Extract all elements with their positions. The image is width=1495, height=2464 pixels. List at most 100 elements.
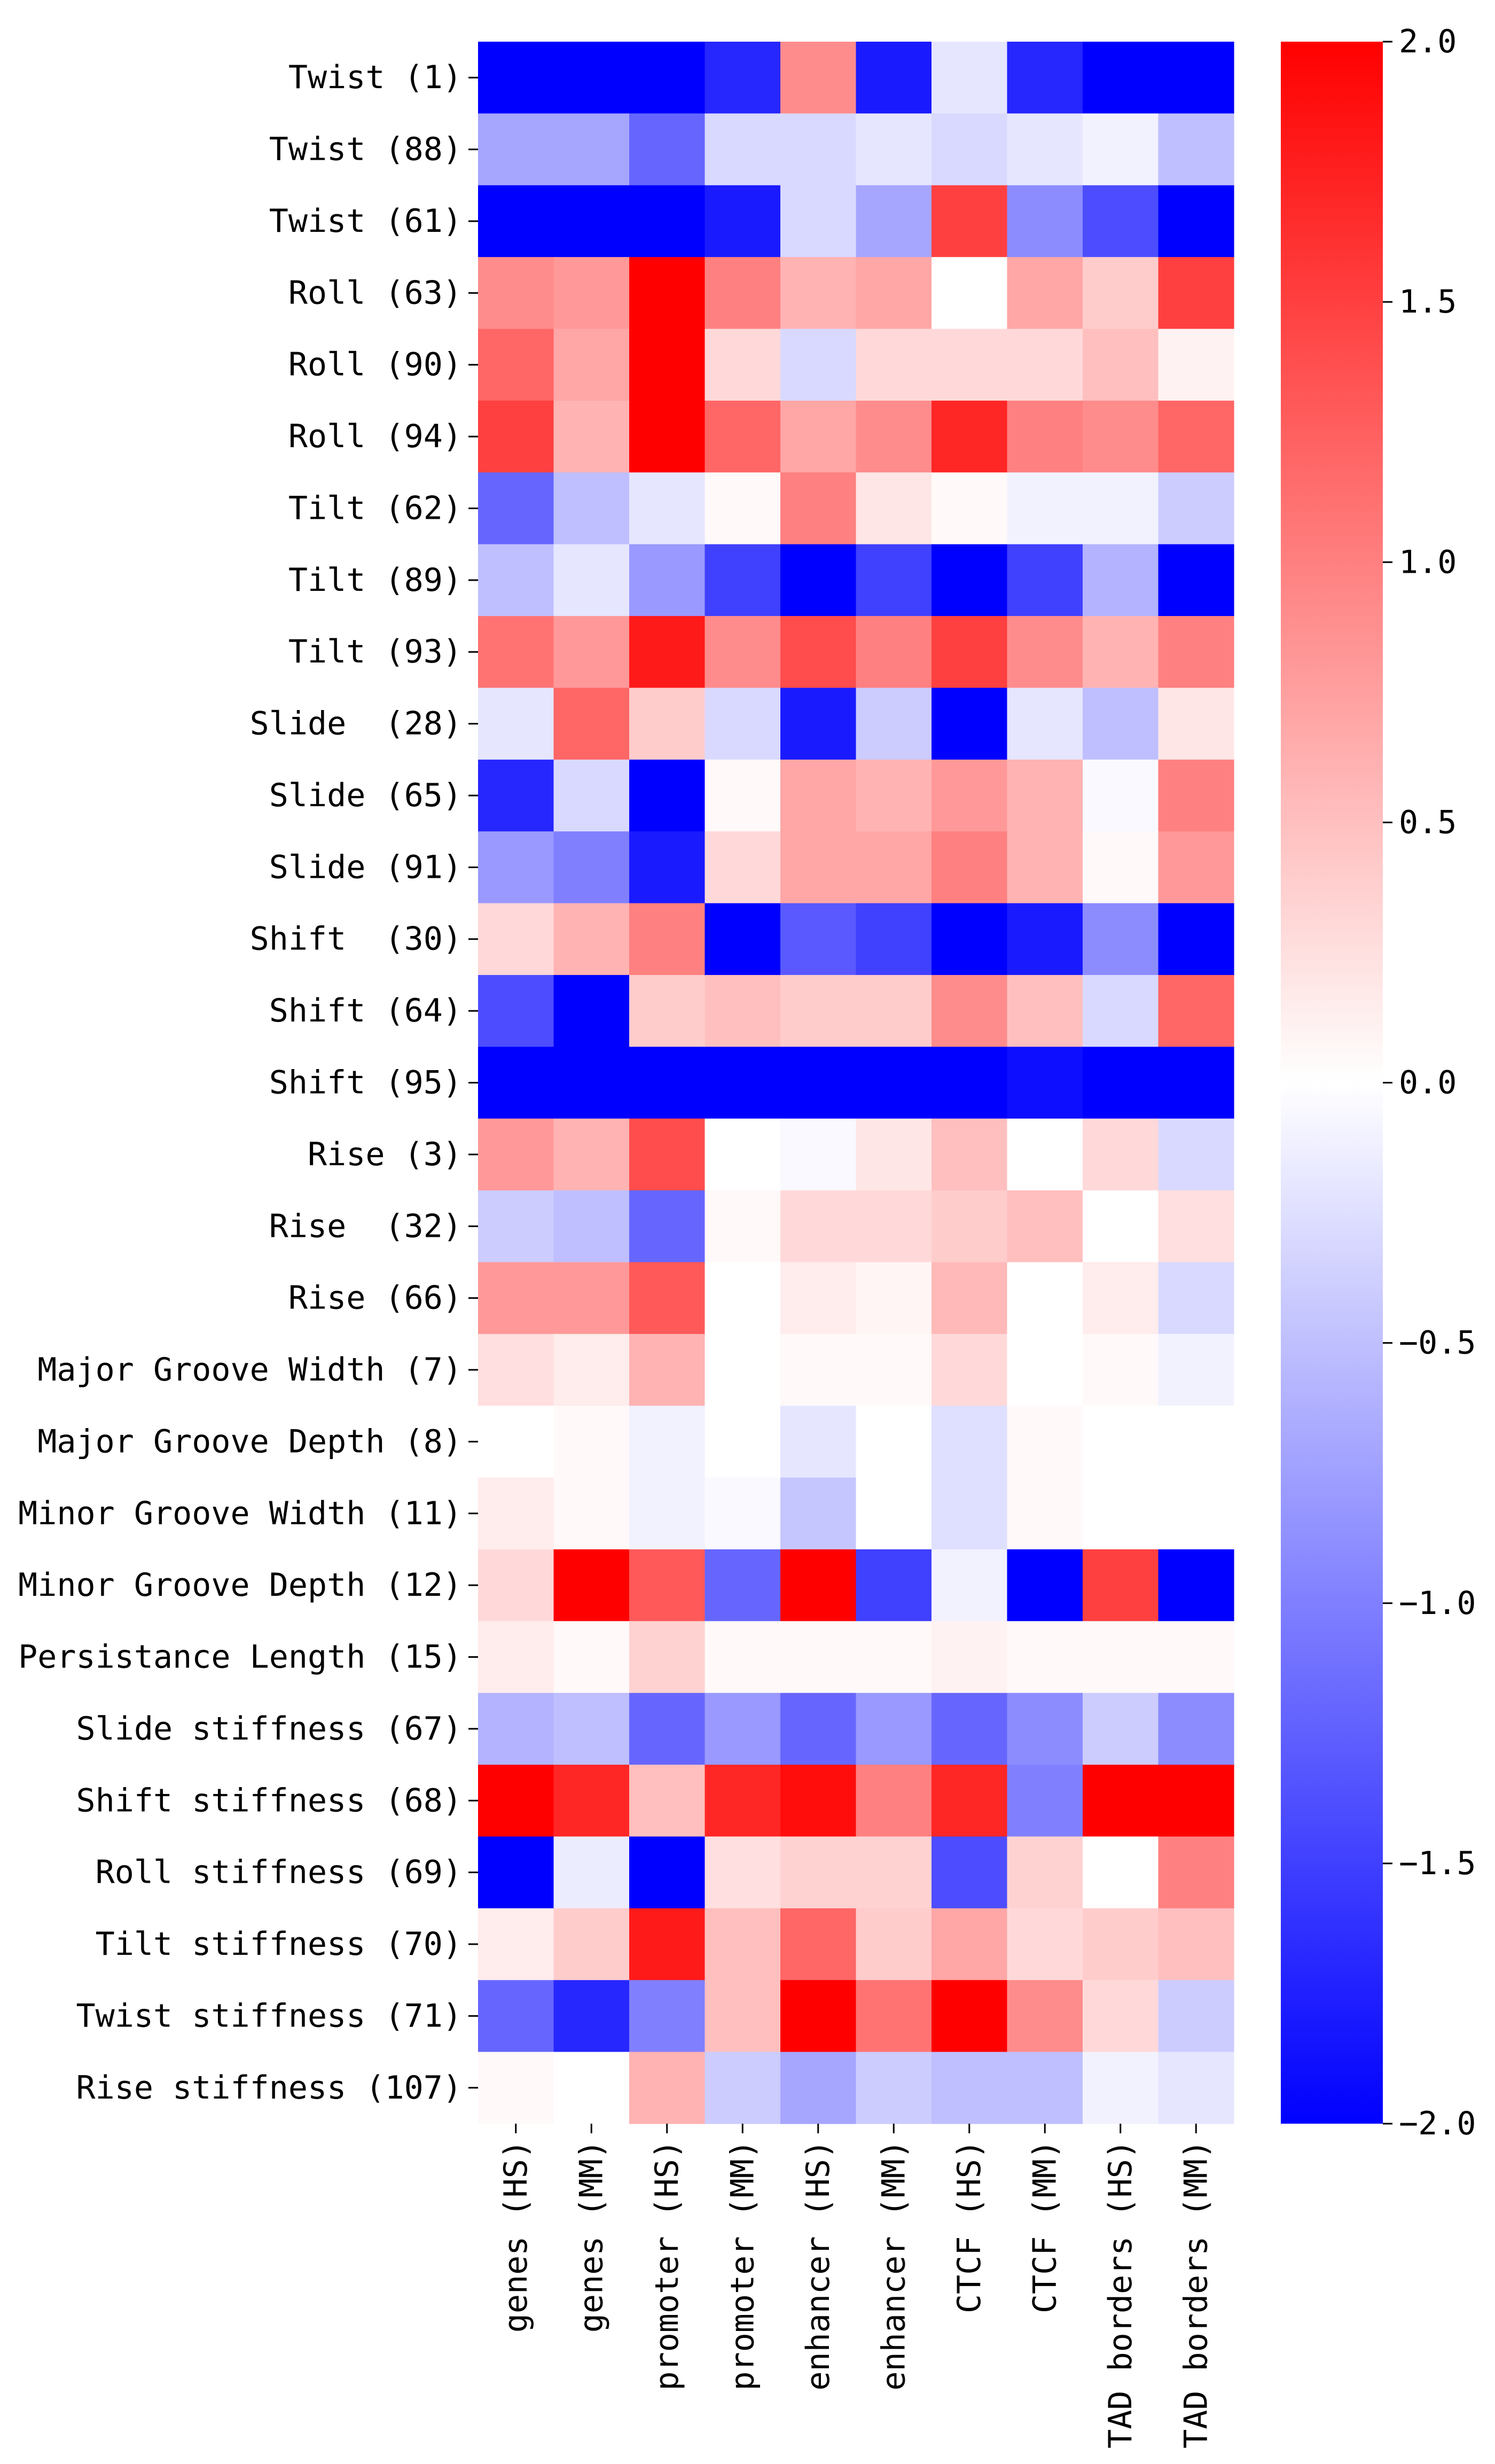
heatmap-cell — [478, 1406, 554, 1478]
heatmap-cell — [780, 1334, 857, 1406]
heatmap-cell — [780, 1190, 857, 1263]
heatmap-cell — [1007, 1908, 1083, 1980]
heatmap-cell — [780, 903, 857, 976]
heatmap-cell — [1158, 257, 1234, 330]
heatmap-cell — [629, 400, 706, 473]
heatmap-cell — [1083, 1477, 1159, 1550]
heatmap-cell — [932, 1549, 1008, 1621]
heatmap-cell — [1083, 472, 1159, 545]
heatmap-cell — [1083, 185, 1159, 258]
heatmap-cell — [780, 1262, 857, 1335]
row-label: Rise (66) — [288, 1280, 462, 1317]
heatmap-cell — [856, 544, 932, 617]
heatmap-cell — [1007, 1836, 1083, 1909]
heatmap-cell — [1007, 616, 1083, 689]
heatmap-cell — [1007, 185, 1083, 258]
colorbar — [1281, 42, 1383, 2124]
heatmap-cell — [478, 544, 554, 617]
heatmap-cell — [856, 903, 932, 976]
heatmap-cell — [932, 2052, 1008, 2124]
row-label: Shift (95) — [269, 1064, 462, 1102]
heatmap-cell — [1007, 903, 1083, 976]
heatmap-cell — [629, 1621, 706, 1694]
heatmap-cell — [1158, 688, 1234, 760]
heatmap-cell — [553, 1334, 630, 1406]
heatmap-cell — [1007, 1549, 1083, 1621]
heatmap-cell — [1158, 903, 1234, 976]
heatmap-cell — [932, 1908, 1008, 1980]
heatmap-cell — [856, 1047, 932, 1119]
heatmap-cell — [629, 1693, 706, 1765]
heatmap-cell — [1083, 329, 1159, 401]
heatmap-cell — [780, 1621, 857, 1694]
heatmap-cell — [932, 903, 1008, 976]
heatmap-cell — [932, 1477, 1008, 1550]
row-label: Rise (3) — [308, 1136, 462, 1173]
heatmap-cell — [1158, 329, 1234, 401]
heatmap-cell — [1158, 831, 1234, 904]
heatmap-cell — [478, 257, 554, 330]
heatmap-cell — [1158, 1118, 1234, 1191]
heatmap-cell — [705, 1549, 781, 1621]
heatmap-cell — [1158, 1621, 1234, 1694]
heatmap-cell — [780, 2052, 857, 2124]
heatmap-cell — [1158, 1047, 1234, 1119]
heatmap-cell — [1007, 42, 1083, 114]
heatmap-cell — [553, 185, 630, 258]
heatmap-cell — [553, 1406, 630, 1478]
heatmap-cell — [705, 2052, 781, 2124]
heatmap-cell — [478, 1190, 554, 1263]
row-label: Tilt (62) — [288, 489, 462, 527]
column-label: genes (MM) — [573, 2140, 610, 2333]
heatmap-cell — [1158, 1262, 1234, 1335]
heatmap-cell — [553, 1190, 630, 1263]
heatmap-cell — [780, 974, 857, 1047]
heatmap-cell — [1158, 1980, 1234, 2053]
heatmap-cell — [1007, 974, 1083, 1047]
heatmap-cell — [629, 1262, 706, 1335]
heatmap-cell — [856, 472, 932, 545]
heatmap-cell — [478, 1765, 554, 1837]
heatmap-cell — [1158, 400, 1234, 473]
row-label: Minor Groove Width (11) — [18, 1495, 462, 1532]
heatmap-cell — [553, 759, 630, 832]
heatmap-cell — [1083, 1765, 1159, 1837]
heatmap-cell — [1158, 1334, 1234, 1406]
heatmap-cell — [780, 329, 857, 401]
heatmap-cell — [856, 1693, 932, 1765]
heatmap-cell — [1007, 759, 1083, 832]
heatmap-cell — [1158, 1406, 1234, 1478]
row-label: Shift (30) — [250, 921, 462, 958]
heatmap-cell — [1158, 616, 1234, 689]
heatmap-cell — [705, 1621, 781, 1694]
heatmap-cell — [932, 1980, 1008, 2053]
row-label: Twist (61) — [269, 202, 462, 240]
heatmap-cell — [932, 472, 1008, 545]
row-label: Rise (32) — [269, 1207, 462, 1245]
heatmap-cell — [780, 616, 857, 689]
heatmap-cell — [553, 903, 630, 976]
heatmap-cell — [1083, 544, 1159, 617]
heatmap-cell — [705, 113, 781, 186]
heatmap-cell — [932, 1836, 1008, 1909]
heatmap-cell — [780, 42, 857, 114]
heatmap-cell — [856, 688, 932, 760]
heatmap-cell — [1007, 1190, 1083, 1263]
heatmap-cell — [553, 616, 630, 689]
heatmap-cell — [780, 688, 857, 760]
heatmap-cell — [932, 113, 1008, 186]
heatmap-cell — [553, 831, 630, 904]
heatmap-cell — [1007, 1118, 1083, 1191]
heatmap-cell — [553, 1047, 630, 1119]
heatmap-cell — [1083, 1980, 1159, 2053]
heatmap-cell — [629, 1549, 706, 1621]
heatmap-cell — [705, 1836, 781, 1909]
heatmap-cell — [705, 1334, 781, 1406]
heatmap-cell — [1007, 1477, 1083, 1550]
colorbar-tick-label: 1.0 — [1399, 543, 1457, 581]
heatmap-cell — [553, 400, 630, 473]
heatmap-cell — [856, 2052, 932, 2124]
heatmap-cell — [705, 688, 781, 760]
colorbar-tick-label: 0.0 — [1399, 1064, 1457, 1102]
heatmap-cell — [856, 1406, 932, 1478]
